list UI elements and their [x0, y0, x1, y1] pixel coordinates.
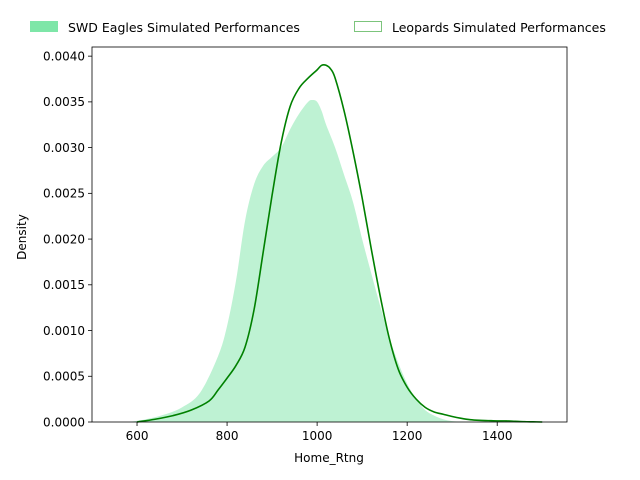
legend-label-leopards: Leopards Simulated Performances	[392, 20, 606, 35]
y-tick-label: 0.0030	[43, 141, 85, 155]
series-fill-layer	[129, 100, 468, 423]
x-tick-label: 1400	[482, 429, 513, 443]
x-axis-label: Home_Rtng	[294, 451, 364, 465]
series-area-swd-eagles	[129, 100, 468, 423]
x-tick-label: 800	[216, 429, 239, 443]
y-tick-label: 0.0015	[43, 278, 85, 292]
x-axis-ticks: 600 800 1000 1200 1400	[126, 422, 513, 443]
y-tick-label: 0.0010	[43, 324, 85, 338]
legend-label-swd-eagles: SWD Eagles Simulated Performances	[68, 20, 300, 35]
y-tick-label: 0.0040	[43, 49, 85, 63]
x-tick-label: 1000	[302, 429, 333, 443]
legend-swatch-swd-eagles	[30, 21, 58, 32]
legend-swatch-leopards	[354, 21, 382, 32]
y-axis-label: Density	[15, 214, 29, 260]
y-axis-ticks: 0.0000 0.0005 0.0010 0.0015 0.0020 0.0025 0.00…	[43, 49, 92, 429]
y-tick-label: 0.0020	[43, 232, 85, 246]
y-tick-label: 0.0005	[43, 370, 85, 384]
legend: SWD Eagles Simulated Performances Leopar…	[30, 20, 606, 35]
axes-frame	[91, 46, 568, 423]
y-tick-label: 0.0025	[43, 187, 85, 201]
series-line-leopards	[136, 63, 543, 423]
series-line-layer	[136, 63, 543, 423]
x-tick-label: 600	[126, 429, 149, 443]
y-tick-label: 0.0035	[43, 95, 85, 109]
x-tick-label: 1200	[392, 429, 423, 443]
y-tick-label: 0.0000	[43, 415, 85, 429]
